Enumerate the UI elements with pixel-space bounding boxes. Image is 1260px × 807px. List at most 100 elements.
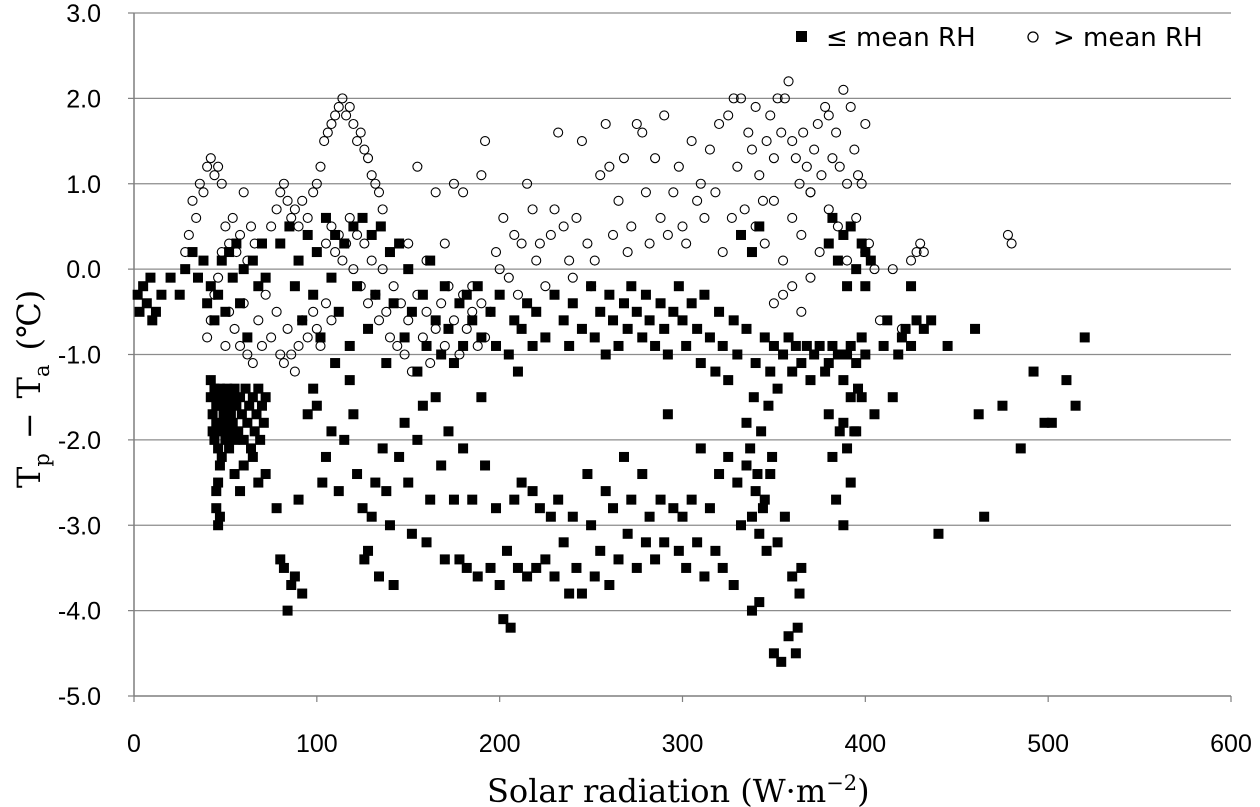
data-point-gt-mean-rh [490, 247, 502, 258]
data-point-gt-mean-rh [359, 144, 370, 155]
data-point-le-mean-rh [505, 622, 516, 633]
data-point-le-mean-rh [138, 281, 149, 292]
data-point-le-mean-rh [765, 469, 776, 480]
data-point-le-mean-rh [207, 426, 218, 437]
data-point-gt-mean-rh [282, 195, 293, 206]
data-point-le-mean-rh [851, 358, 862, 369]
data-point-gt-mean-rh [242, 349, 253, 360]
data-point-le-mean-rh [458, 340, 469, 351]
y-axis-title-t1: T [10, 466, 48, 488]
data-point-gt-mean-rh [326, 118, 337, 130]
data-point-gt-mean-rh [234, 229, 246, 241]
data-point-le-mean-rh [942, 340, 953, 351]
data-point-le-mean-rh [911, 315, 922, 326]
data-point-gt-mean-rh [503, 272, 514, 283]
data-point-le-mean-rh [783, 631, 794, 642]
data-point-le-mean-rh [668, 306, 679, 317]
data-point-le-mean-rh [320, 212, 331, 223]
data-point-le-mean-rh [205, 281, 216, 292]
data-point-le-mean-rh [448, 494, 459, 505]
data-point-le-mean-rh [732, 477, 743, 488]
grid-lines [128, 12, 1232, 702]
data-point-le-mean-rh [275, 238, 286, 249]
data-point-le-mean-rh [759, 332, 770, 343]
data-point-le-mean-rh [692, 323, 703, 334]
data-point-le-mean-rh [211, 503, 222, 514]
data-point-le-mean-rh [754, 528, 765, 539]
data-point-gt-mean-rh [823, 110, 834, 121]
data-point-gt-mean-rh [841, 178, 853, 189]
data-point-gt-mean-rh [417, 332, 428, 343]
data-point-le-mean-rh [792, 622, 803, 633]
data-point-le-mean-rh [512, 562, 523, 573]
data-point-le-mean-rh [650, 340, 661, 351]
y-tick-label: 2.0 [66, 85, 101, 113]
data-point-le-mean-rh [710, 545, 721, 556]
data-point-gt-mean-rh [191, 212, 202, 223]
data-point-gt-mean-rh [412, 289, 423, 300]
data-point-le-mean-rh [613, 340, 624, 351]
data-point-le-mean-rh [832, 255, 843, 266]
data-point-le-mean-rh [330, 229, 341, 240]
data-point-le-mean-rh [681, 562, 692, 573]
data-point-gt-mean-rh [589, 255, 600, 266]
data-point-gt-mean-rh [448, 178, 460, 189]
data-point-gt-mean-rh [768, 153, 779, 164]
data-point-gt-mean-rh [540, 281, 551, 292]
data-point-le-mean-rh [233, 426, 244, 437]
data-point-gt-mean-rh [458, 289, 469, 300]
data-point-le-mean-rh [622, 528, 633, 539]
data-point-le-mean-rh [741, 460, 752, 471]
data-point-le-mean-rh [256, 400, 267, 411]
data-point-gt-mean-rh [377, 204, 388, 215]
data-point-gt-mean-rh [359, 238, 370, 249]
data-point-gt-mean-rh [229, 323, 240, 334]
x-tick-label: 400 [844, 730, 886, 758]
data-point-gt-mean-rh [812, 118, 823, 130]
data-point-le-mean-rh [845, 221, 856, 232]
data-point-gt-mean-rh [849, 144, 860, 155]
data-point-le-mean-rh [704, 503, 715, 514]
data-point-gt-mean-rh [704, 144, 715, 155]
data-point-le-mean-rh [567, 298, 578, 309]
data-point-le-mean-rh [282, 605, 293, 616]
data-point-gt-mean-rh [549, 204, 560, 215]
data-point-gt-mean-rh [286, 212, 297, 223]
y-tick-label: -1.0 [58, 342, 101, 370]
data-point-gt-mean-rh [412, 161, 423, 172]
data-point-le-mean-rh [472, 571, 483, 582]
svg-text:Tp−Ta(℃): Tp − Ta (℃) [10, 290, 54, 488]
data-point-le-mean-rh [509, 494, 520, 505]
data-point-le-mean-rh [631, 562, 642, 573]
data-point-gt-mean-rh [271, 306, 282, 317]
data-point-le-mean-rh [714, 469, 725, 480]
data-point-gt-mean-rh [202, 161, 213, 172]
data-point-le-mean-rh [845, 477, 856, 488]
data-point-le-mean-rh [260, 392, 271, 403]
data-point-le-mean-rh [224, 443, 235, 454]
data-point-le-mean-rh [522, 298, 533, 309]
data-point-le-mean-rh [333, 486, 344, 497]
data-point-le-mean-rh [860, 281, 871, 292]
data-point-le-mean-rh [220, 306, 231, 317]
data-point-gt-mean-rh [395, 298, 406, 309]
data-point-gt-mean-rh [205, 315, 216, 326]
data-point-le-mean-rh [297, 588, 308, 599]
data-point-le-mean-rh [534, 503, 545, 514]
data-point-le-mean-rh [207, 409, 218, 420]
data-point-gt-mean-rh [275, 187, 286, 198]
data-point-le-mean-rh [147, 315, 158, 326]
series-le-mean-rh [132, 212, 1090, 667]
data-point-le-mean-rh [522, 571, 533, 582]
data-point-le-mean-rh [363, 545, 374, 556]
data-point-le-mean-rh [1061, 375, 1072, 386]
data-point-le-mean-rh [202, 298, 213, 309]
data-point-le-mean-rh [225, 392, 236, 403]
data-point-le-mean-rh [220, 434, 231, 445]
data-point-gt-mean-rh [768, 195, 779, 206]
data-point-le-mean-rh [370, 477, 381, 488]
data-point-gt-mean-rh [253, 315, 264, 326]
data-point-le-mean-rh [406, 528, 417, 539]
data-point-le-mean-rh [187, 247, 198, 258]
data-point-le-mean-rh [856, 332, 867, 343]
